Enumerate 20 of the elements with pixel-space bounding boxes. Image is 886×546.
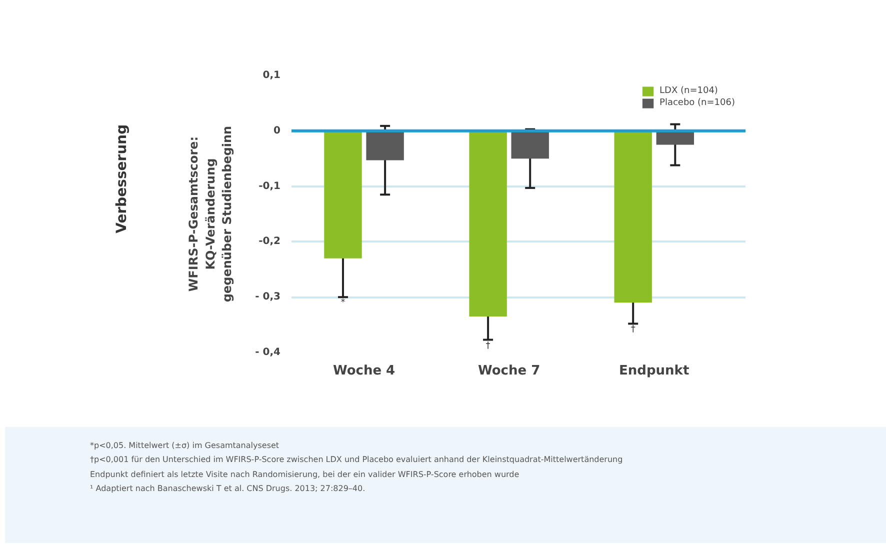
y-tick-label: - 0,4: [255, 347, 281, 358]
annotation: *: [340, 298, 346, 308]
y-tick-label: 0: [274, 125, 281, 136]
text: Verbesserung: [114, 124, 130, 234]
annotation: †: [486, 340, 491, 351]
text: *p<0,05. Mittelwert (±σ) im Gesamtanalyseset: [90, 440, 280, 452]
legend-label: LDX (n=104): [660, 86, 718, 96]
y-axis-title: WFIRS-P-Gesamtscore: KQ-Veränderung gegenüber Studienbeginn: [186, 126, 234, 302]
y-tick-label: -0,1: [258, 180, 281, 192]
text: †p<0,001 für den Unterschied im WFIRS-P-Score zwischen LDX und Placebo evaluiert anhand der Kleinstquadrat-Mittelwertänderung: [90, 454, 623, 466]
y-tick-label: - 0,3: [255, 292, 281, 303]
x-tick-label: Woche 4: [332, 364, 396, 378]
text: ¹ Adaptiert nach Banaschewski T et al. CNS Drugs. 2013; 27:829–40.: [90, 483, 366, 495]
x-tick-label: Endpunkt: [619, 364, 690, 378]
legend-label: Placebo (n=106): [660, 98, 735, 108]
y-tick-label: 0,1: [262, 70, 281, 81]
x-tick-label: Woche 7: [478, 364, 540, 378]
annotation: †: [630, 324, 636, 335]
y-tick-label: -0,2: [258, 236, 281, 248]
text: Endpunkt definiert als letzte Visite nach Randomisierung, bei der ein valider WFIRS-P-Score erhoben wurde: [90, 468, 520, 480]
